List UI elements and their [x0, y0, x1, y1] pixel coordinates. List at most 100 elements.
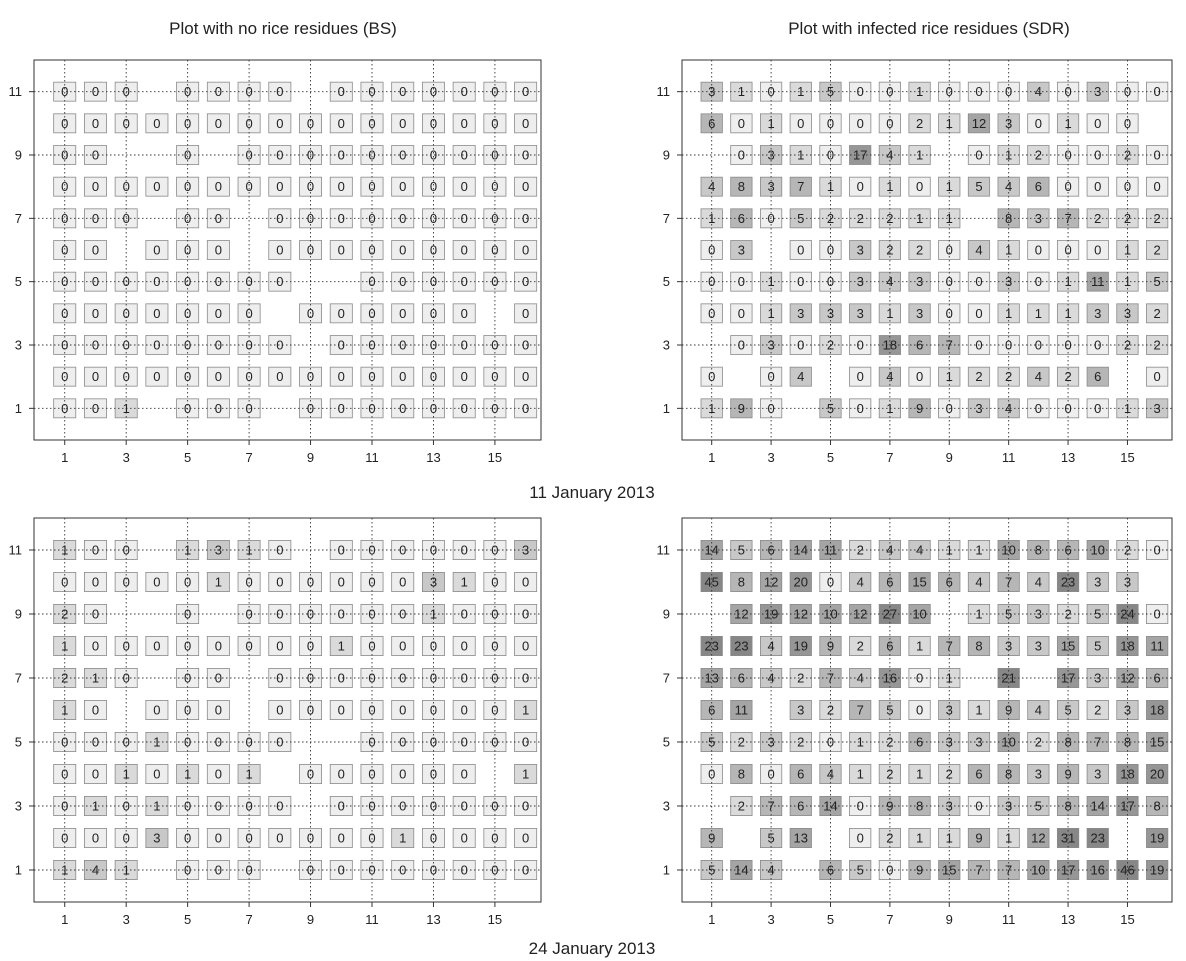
heat-cell [452, 176, 476, 197]
cell-value: 0 [61, 767, 68, 782]
cell-value: 0 [153, 274, 160, 289]
cell-value: 0 [368, 179, 375, 194]
x-tick-label: 15 [488, 912, 502, 927]
cell-value: 3 [1094, 767, 1101, 782]
cell-value: 0 [491, 831, 498, 846]
cell-value: 0 [276, 831, 283, 846]
heat-cell [268, 700, 292, 721]
cell-value: 0 [522, 148, 529, 163]
cell-value: 0 [857, 831, 864, 846]
cell-value: 3 [797, 306, 804, 321]
cell-value: 27 [883, 607, 897, 622]
cell-value: 0 [123, 274, 130, 289]
cell-value: 0 [368, 401, 375, 416]
heat-cell [789, 572, 812, 593]
heat-cell [730, 240, 753, 260]
heat-cell [789, 176, 812, 197]
y-tick-label: 5 [15, 274, 22, 289]
heat-cell [1086, 572, 1109, 593]
cell-value: 10 [1031, 863, 1045, 878]
cell-value: 0 [399, 799, 406, 814]
cell-value: 9 [975, 831, 982, 846]
heat-cell [1146, 366, 1169, 387]
cell-value: 1 [857, 735, 864, 750]
cell-value: 0 [215, 703, 222, 718]
cell-value: 1 [1064, 116, 1071, 131]
cell-value: 1 [1064, 274, 1071, 289]
cell-value: 0 [184, 575, 191, 590]
cell-value: 0 [522, 639, 529, 654]
cell-value: 1 [946, 369, 953, 384]
heat-cell [268, 176, 292, 197]
cell-value: 0 [491, 179, 498, 194]
cell-value: 0 [338, 211, 345, 226]
cell-value: 19 [794, 639, 808, 654]
cell-value: 0 [738, 148, 745, 163]
heat-cell [1027, 176, 1050, 197]
cell-value: 0 [461, 703, 468, 718]
cell-value: 12 [853, 607, 867, 622]
cell-value: 1 [738, 84, 745, 99]
cell-value: 0 [276, 703, 283, 718]
cell-value: 6 [827, 863, 834, 878]
cell-value: 1 [946, 116, 953, 131]
cell-value: 8 [1154, 799, 1161, 814]
cell-value: 0 [430, 306, 437, 321]
heat-cell [145, 176, 169, 197]
cell-value: 0 [430, 179, 437, 194]
cell-value: 0 [61, 338, 68, 353]
y-tick-label: 1 [15, 863, 22, 878]
cell-value: 0 [307, 863, 314, 878]
heat-cell [452, 240, 476, 260]
cell-value: 0 [522, 863, 529, 878]
cell-value: 1 [886, 179, 893, 194]
cell-value: 0 [399, 543, 406, 558]
cell-value: 1 [946, 831, 953, 846]
cell-value: 8 [1005, 211, 1012, 226]
cell-value: 3 [946, 799, 953, 814]
cell-value: 0 [461, 274, 468, 289]
cell-value: 0 [61, 148, 68, 163]
cell-value: 8 [1124, 735, 1131, 750]
cell-value: 0 [857, 116, 864, 131]
heat-cell [514, 636, 538, 657]
cell-value: 6 [946, 575, 953, 590]
cell-value: 6 [1094, 369, 1101, 384]
cell-value: 24 [1120, 607, 1134, 622]
cell-value: 0 [491, 863, 498, 878]
y-tick-label: 7 [663, 671, 670, 686]
heat-cell [206, 828, 230, 849]
cell-value: 3 [767, 179, 774, 194]
cell-value: 0 [399, 735, 406, 750]
cell-value: 11 [1150, 639, 1164, 654]
cell-value: 17 [1120, 799, 1134, 814]
heat-cell [83, 700, 107, 721]
cell-value: 0 [92, 338, 99, 353]
cell-value: 4 [767, 671, 774, 686]
cell-value: 0 [276, 148, 283, 163]
cell-value: 2 [857, 639, 864, 654]
cell-value: 0 [215, 211, 222, 226]
cell-value: 0 [184, 243, 191, 258]
cell-value: 18 [1120, 639, 1134, 654]
cell-value: 3 [1094, 306, 1101, 321]
cell-value: 0 [491, 116, 498, 131]
heat-cell [730, 700, 753, 721]
cell-value: 0 [215, 274, 222, 289]
cell-value: 0 [123, 671, 130, 686]
heat-cell [1146, 828, 1169, 849]
cell-value: 0 [92, 703, 99, 718]
cell-value: 16 [1091, 863, 1105, 878]
heat-cell [1027, 572, 1050, 593]
heat-cell [908, 113, 931, 134]
cell-value: 0 [368, 767, 375, 782]
cell-value: 3 [1005, 274, 1012, 289]
cell-value: 0 [276, 179, 283, 194]
cell-value: 0 [368, 639, 375, 654]
cell-value: 0 [245, 179, 252, 194]
cell-value: 0 [338, 671, 345, 686]
heat-cell [145, 764, 169, 785]
cell-value: 3 [1005, 799, 1012, 814]
cell-value: 7 [797, 179, 804, 194]
cell-value: 5 [827, 401, 834, 416]
